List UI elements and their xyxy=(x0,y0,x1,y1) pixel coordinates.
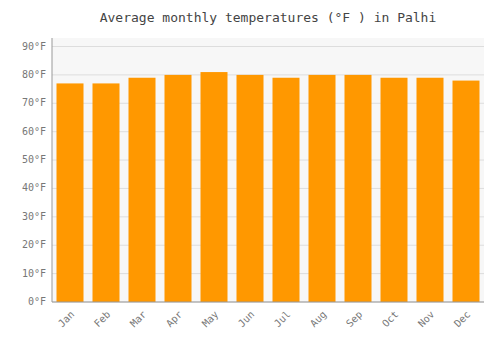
bar xyxy=(57,83,84,302)
bar xyxy=(345,75,372,302)
y-tick-label: 10°F xyxy=(22,268,46,279)
grid-line xyxy=(52,46,484,47)
y-tick-label: 30°F xyxy=(22,211,46,222)
bar xyxy=(381,78,408,302)
plot-background xyxy=(52,38,484,302)
bar xyxy=(453,81,480,302)
title: Average monthly temperatures (°F ) in Pa… xyxy=(100,10,437,25)
x-axis-line xyxy=(52,302,484,303)
y-tick-label: 50°F xyxy=(22,154,46,165)
x-tick-label: Feb xyxy=(92,309,113,330)
y-grid xyxy=(52,47,484,302)
bars xyxy=(57,72,480,302)
x-tick-label: Oct xyxy=(380,309,401,330)
x-tick-label: Aug xyxy=(308,309,329,330)
x-tick-label: Mar xyxy=(128,309,149,330)
y-tick-label: 20°F xyxy=(22,239,46,250)
x-tick-label: Apr xyxy=(164,309,185,330)
y-tick-label: 60°F xyxy=(22,126,46,137)
y-tick-label: 90°F xyxy=(22,41,46,52)
bar xyxy=(309,75,336,302)
x-tick-label: Dec xyxy=(452,309,473,330)
grid-line xyxy=(52,74,484,75)
bar xyxy=(417,78,444,302)
x-tick-label: May xyxy=(200,309,221,330)
y-axis-line xyxy=(52,38,53,302)
y-tick-label: 80°F xyxy=(22,69,46,80)
bar xyxy=(273,78,300,302)
y-tick-label: 40°F xyxy=(22,182,46,193)
x-tick-label: Sep xyxy=(344,309,365,330)
bar xyxy=(165,75,192,302)
x-tick-label: Jul xyxy=(272,309,293,330)
x-tick-labels: Jan Feb Mar Apr May Jun Jul Aug Sep Oct Nov Dec xyxy=(56,309,473,330)
bar xyxy=(237,75,264,302)
y-tick-label: 70°F xyxy=(22,97,46,108)
y-tick-label: 0°F xyxy=(28,296,46,307)
x-tick-label: Nov xyxy=(416,309,437,330)
bar xyxy=(201,72,228,302)
x-tick-label: Jan xyxy=(56,309,77,330)
bar xyxy=(93,83,120,302)
bar xyxy=(129,78,156,302)
chart: 0°F 10°F 20°F 30°F 40°F 50°F 60°F 70°F 80°F 90°F J… xyxy=(0,0,500,350)
grid-line xyxy=(52,302,484,303)
x-tick-label: Jun xyxy=(236,309,257,330)
chart-container: 0°F 10°F 20°F 30°F 40°F 50°F 60°F 70°F 80°F 90°F J… xyxy=(0,0,500,350)
y-tick-labels: 0°F 10°F 20°F 30°F 40°F 50°F 60°F 70°F 80°F 90°F xyxy=(22,41,46,307)
